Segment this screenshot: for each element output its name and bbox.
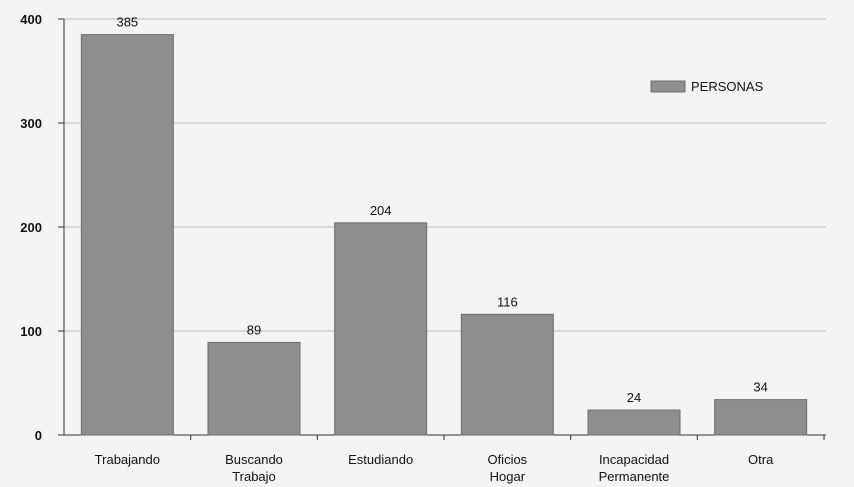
bar: [587, 409, 681, 436]
bar: [714, 399, 808, 436]
x-tick-label: Buscando: [225, 452, 283, 467]
bar: [460, 313, 554, 436]
x-tick-label: Oficios: [487, 452, 527, 467]
bar: [334, 222, 428, 436]
x-tick-label: Hogar: [490, 469, 526, 484]
legend-label: PERSONAS: [691, 79, 764, 94]
bar: [80, 34, 174, 436]
y-tick-label: 300: [20, 116, 42, 131]
x-tick-label: Estudiando: [348, 452, 413, 467]
x-tick-label: Otra: [748, 452, 774, 467]
legend-swatch: [650, 80, 686, 93]
y-tick-label: 400: [20, 12, 42, 27]
y-tick-label: 200: [20, 220, 42, 235]
x-tick-label: Trabajo: [232, 469, 276, 484]
data-label: 89: [247, 322, 261, 337]
x-tick-label: Trabajando: [95, 452, 160, 467]
data-label: 34: [753, 380, 767, 395]
data-label: 116: [497, 294, 518, 309]
y-tick-label: 100: [20, 324, 42, 339]
axes: [58, 18, 826, 440]
bars: [80, 34, 808, 436]
legend: PERSONAS: [650, 79, 764, 94]
bar: [207, 341, 301, 436]
x-tick-label: Incapacidad: [599, 452, 669, 467]
y-tick-label: 0: [35, 428, 42, 443]
data-label: 385: [116, 15, 138, 30]
data-label: 24: [627, 390, 641, 405]
x-tick-label: Permanente: [599, 469, 670, 484]
labels: 0 100 200 300 400 385 Trabajando 89 Buscando Trab…: [20, 12, 774, 484]
gridlines: [64, 18, 826, 332]
data-label: 204: [370, 203, 392, 218]
